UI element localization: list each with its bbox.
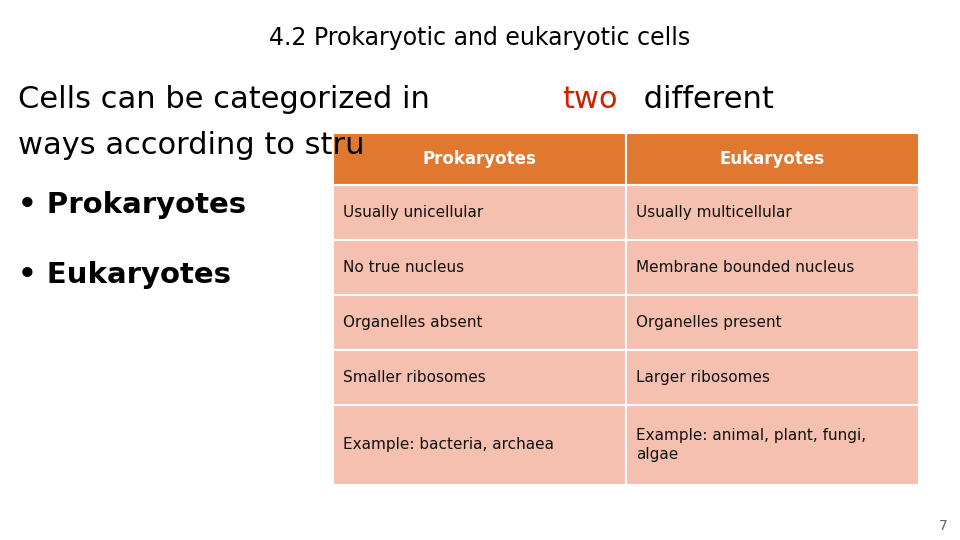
Text: No true nucleus: No true nucleus <box>343 260 464 275</box>
Bar <box>333 350 626 405</box>
Text: 7: 7 <box>939 519 948 533</box>
Bar <box>626 240 919 295</box>
Text: Usually unicellular: Usually unicellular <box>343 205 483 220</box>
Text: different: different <box>634 85 774 114</box>
Text: Membrane bounded nucleus: Membrane bounded nucleus <box>636 260 854 275</box>
Text: Organelles absent: Organelles absent <box>343 315 483 330</box>
Bar <box>626 405 919 485</box>
Text: • Prokaryotes: • Prokaryotes <box>18 191 246 219</box>
Text: Example: bacteria, archaea: Example: bacteria, archaea <box>343 437 554 453</box>
Bar <box>333 240 626 295</box>
Text: Cells can be categorized in: Cells can be categorized in <box>18 85 440 114</box>
Bar <box>333 405 626 485</box>
Bar <box>626 295 919 350</box>
Text: Organelles present: Organelles present <box>636 315 781 330</box>
Text: 4.2 Prokaryotic and eukaryotic cells: 4.2 Prokaryotic and eukaryotic cells <box>270 26 690 50</box>
Text: • Eukaryotes: • Eukaryotes <box>18 261 231 289</box>
Bar <box>333 133 626 185</box>
Bar <box>626 133 919 185</box>
Text: Smaller ribosomes: Smaller ribosomes <box>343 370 486 385</box>
Text: Example: animal, plant, fungi,
algae: Example: animal, plant, fungi, algae <box>636 428 866 462</box>
Text: Usually multicellular: Usually multicellular <box>636 205 792 220</box>
Bar <box>333 185 626 240</box>
Text: Eukaryotes: Eukaryotes <box>720 150 825 168</box>
Text: Prokaryotes: Prokaryotes <box>422 150 537 168</box>
Bar <box>333 295 626 350</box>
Text: two: two <box>562 85 617 114</box>
Text: ways according to stru: ways according to stru <box>18 131 365 159</box>
Bar <box>626 185 919 240</box>
Text: Larger ribosomes: Larger ribosomes <box>636 370 770 385</box>
Bar <box>626 350 919 405</box>
